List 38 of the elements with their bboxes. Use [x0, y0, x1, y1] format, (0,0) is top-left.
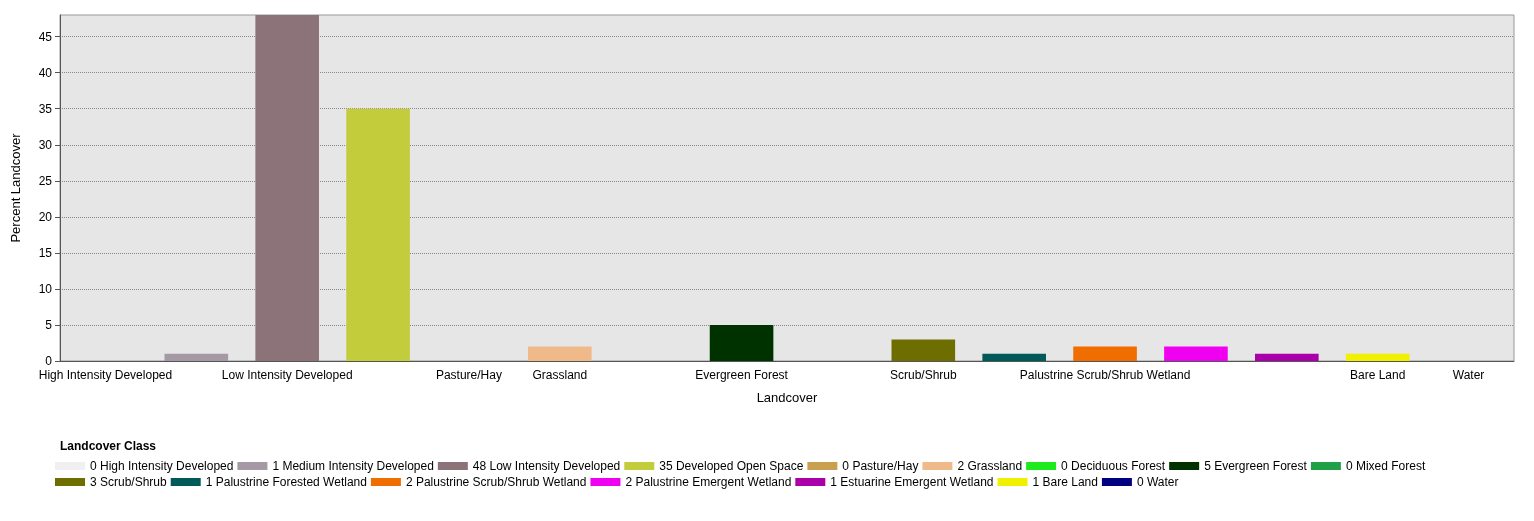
legend-label: 0 Deciduous Forest: [1061, 459, 1166, 473]
legend-label: 0 Water: [1136, 475, 1179, 489]
legend-label: 5 Evergreen Forest: [1204, 459, 1308, 473]
y-tick-label: 10: [38, 281, 53, 296]
legend-label: 0 Mixed Forest: [1345, 459, 1426, 473]
x-tick-label: Palustrine Scrub/Shrub Wetland: [1019, 368, 1191, 382]
y-tick-label: 45: [38, 29, 53, 44]
x-tick-label: Water: [1452, 368, 1485, 382]
x-tick-label: Bare Land: [1349, 368, 1406, 382]
legend-label: 1 Palustrine Forested Wetland: [205, 475, 367, 489]
y-tick-label: 30: [38, 137, 53, 152]
legend-label: 1 Estuarine Emergent Wetland: [830, 475, 994, 489]
legend-title: Landcover Class: [60, 439, 157, 453]
y-tick-label: 0: [45, 354, 53, 368]
legend-label: 1 Medium Intensity Developed: [272, 459, 434, 473]
legend-label: 2 Palustrine Emergent Wetland: [625, 475, 792, 489]
y-axis-title: Percent Landcover: [8, 132, 23, 243]
legend-label: 35 Developed Open Space: [659, 459, 804, 473]
y-tick-label: 15: [38, 245, 53, 260]
x-axis-title: Landcover: [756, 390, 819, 405]
x-tick-label: Evergreen Forest: [695, 368, 789, 382]
x-tick-label: Scrub/Shrub: [889, 368, 957, 382]
legend-label: 2 Palustrine Scrub/Shrub Wetland: [405, 475, 587, 489]
legend-label: 3 Scrub/Shrub: [90, 475, 168, 489]
legend-label: 48 Low Intensity Developed: [472, 459, 621, 473]
legend-label: 0 Pasture/Hay: [842, 459, 919, 473]
x-tick-label: High Intensity Developed: [38, 368, 173, 382]
legend-label: 2 Grassland: [957, 459, 1023, 473]
x-tick-label: Grassland: [532, 368, 588, 382]
y-tick-label: 25: [38, 173, 53, 188]
y-tick-label: 20: [38, 209, 53, 224]
legend-label: 0 High Intensity Developed: [90, 459, 234, 473]
y-tick-label: 5: [45, 317, 53, 332]
x-tick-label: Low Intensity Developed: [221, 368, 353, 382]
legend-label: 1 Bare Land: [1032, 475, 1098, 489]
x-tick-label: Pasture/Hay: [435, 368, 502, 382]
y-tick-label: 35: [38, 101, 53, 116]
y-tick-label: 40: [38, 65, 53, 80]
